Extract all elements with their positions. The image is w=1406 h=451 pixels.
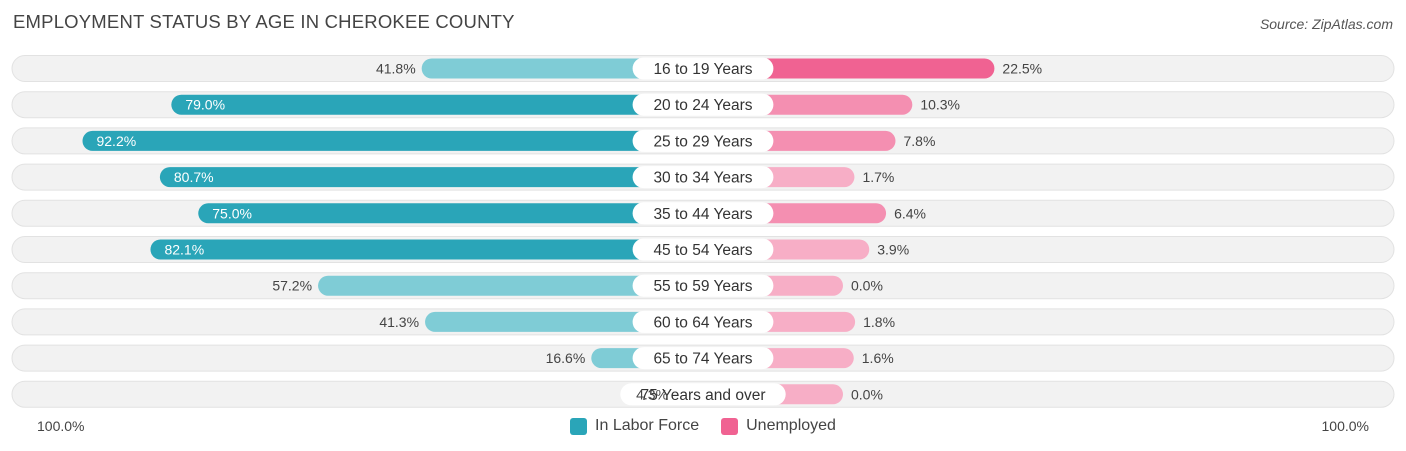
unemployed-value-label: 0.0% <box>851 278 883 294</box>
labor-force-bar <box>198 203 703 224</box>
category-label-pill <box>632 93 774 116</box>
category-label-pill <box>632 166 774 189</box>
labor-value-label: 16.6% <box>546 350 586 366</box>
labor-value-label: 41.3% <box>379 314 419 330</box>
source-credit: Source: ZipAtlas.com <box>1259 16 1393 32</box>
labor-force-bar <box>318 275 703 296</box>
category-label: 30 to 34 Years <box>653 170 752 187</box>
labor-force-bar <box>171 94 703 115</box>
category-label-pill <box>632 310 774 333</box>
category-label: 25 to 29 Years <box>653 133 752 150</box>
axis-label-right: 100.0% <box>1321 418 1369 434</box>
labor-force-bar <box>425 311 703 332</box>
axis-label-left: 100.0% <box>37 418 85 434</box>
category-label: 60 to 64 Years <box>653 314 752 331</box>
category-label-pill <box>620 383 786 406</box>
unemployed-value-label: 1.7% <box>862 169 894 185</box>
unemployed-value-label: 22.5% <box>1002 61 1042 77</box>
labor-value-label: 57.2% <box>272 278 312 294</box>
category-label-pill <box>632 347 774 370</box>
labor-value-label: 79.0% <box>185 97 225 113</box>
labor-force-bar <box>159 167 704 188</box>
category-label-pill <box>632 238 774 261</box>
labor-value-label: 75.0% <box>212 205 252 221</box>
unemployed-value-label: 3.9% <box>877 242 909 258</box>
chart-title: EMPLOYMENT STATUS BY AGE IN CHEROKEE COU… <box>13 11 515 32</box>
labor-force-bar <box>150 239 704 260</box>
legend-label-labor: In Labor Force <box>595 417 700 434</box>
labor-value-label: 4.3% <box>636 386 668 402</box>
category-label: 45 to 54 Years <box>653 242 752 259</box>
legend-swatch-unemployed <box>721 417 739 435</box>
category-label: 55 to 59 Years <box>653 278 752 295</box>
legend: In Labor Force Unemployed <box>0 415 1406 437</box>
category-label: 75 Years and over <box>641 387 766 404</box>
category-label-pill <box>632 202 774 225</box>
unemployed-value-label: 10.3% <box>920 97 960 113</box>
category-label: 35 to 44 Years <box>653 206 752 223</box>
legend-item-unemployed[interactable]: Unemployed <box>721 417 836 435</box>
unemployed-value-label: 1.8% <box>863 314 895 330</box>
category-label-pill <box>632 274 774 297</box>
unemployed-value-label: 0.0% <box>851 386 883 402</box>
category-label: 16 to 19 Years <box>653 61 752 78</box>
labor-value-label: 80.7% <box>174 169 214 185</box>
category-label: 20 to 24 Years <box>653 97 752 114</box>
labor-force-bar <box>421 58 703 79</box>
category-label-pill <box>632 129 774 152</box>
legend-swatch-labor <box>570 417 588 435</box>
labor-value-label: 92.2% <box>96 133 136 149</box>
category-label: 65 to 74 Years <box>653 351 752 368</box>
legend-label-unemployed: Unemployed <box>746 417 836 434</box>
legend-item-labor[interactable]: In Labor Force <box>570 417 699 435</box>
unemployed-value-label: 7.8% <box>903 133 935 149</box>
unemployed-bar <box>703 58 995 79</box>
labor-force-bar <box>82 130 703 151</box>
labor-value-label: 82.1% <box>164 242 204 258</box>
labor-value-label: 41.8% <box>376 61 416 77</box>
unemployed-value-label: 1.6% <box>862 350 894 366</box>
category-label-pill <box>632 57 774 80</box>
unemployed-value-label: 6.4% <box>894 205 926 221</box>
